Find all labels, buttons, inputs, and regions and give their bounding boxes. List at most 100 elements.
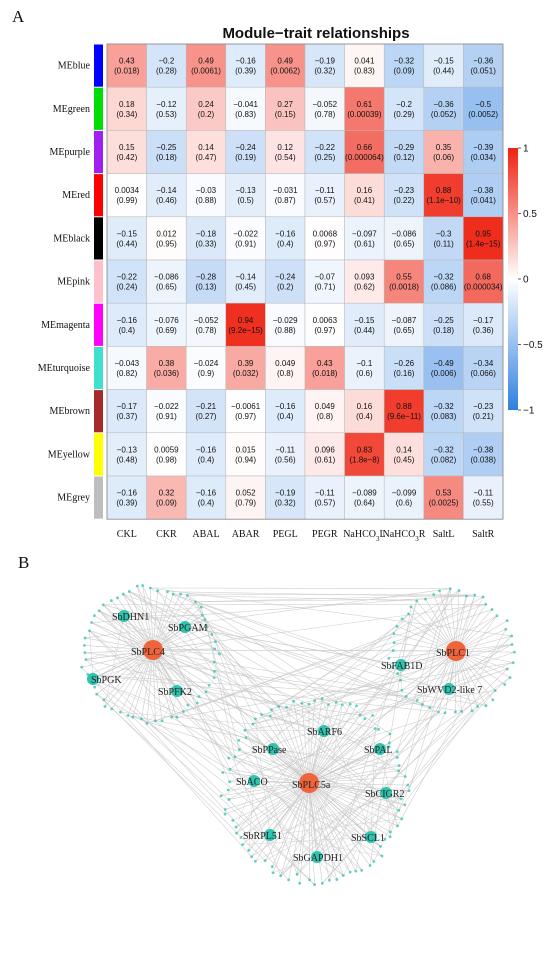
cell-pvalue: (0.000064) [345,153,384,162]
panel-b-label: B [18,553,29,572]
network-minor-node [387,745,391,749]
network-edge [94,615,154,651]
network-edge [96,649,154,695]
cell-correlation: 0.35 [436,143,452,152]
cell-pvalue: (0.71) [314,283,335,292]
cell-pvalue: (0.083) [431,412,457,421]
cell-correlation: −0.086 [392,229,417,238]
network-minor-node [437,710,440,714]
network-minor-node [313,699,317,703]
network-minor-node [395,624,399,628]
network-minor-node [241,843,244,847]
network-edge [89,630,178,692]
network-minor-node [473,593,477,597]
network-minor-node [348,702,352,706]
cell-correlation: −0.16 [196,489,217,498]
heatmap-cell [146,346,187,390]
cell-correlation: −0.052 [194,316,219,325]
heatmap-cell [383,259,425,304]
network-edge [261,714,310,784]
network-minor-node [90,621,93,624]
network-minor-node [170,715,174,719]
cell-pvalue: (1.8e−8) [349,455,379,464]
cell-correlation: 0.61 [357,100,373,109]
network-edge [195,598,426,603]
network-minor-node [400,817,404,821]
network-minor-node [121,592,125,596]
network-edge [448,635,512,690]
heatmap-cell [344,302,385,347]
network-minor-node [263,859,267,863]
network-edge [280,635,512,876]
cell-pvalue: (0.22) [394,196,415,205]
cell-pvalue: (0.94) [235,455,256,464]
network-minor-node [510,643,514,646]
network-minor-node [403,803,407,807]
network-minor-node [251,722,255,726]
network-minor-node [166,590,169,594]
network-minor-node [199,605,203,609]
module-color-swatch [94,260,103,303]
network-minor-node [83,636,87,640]
color-scale-gradient [508,148,518,410]
cell-pvalue: (0.61) [314,455,335,464]
row-label: MEpurple [49,147,90,158]
network-edges [81,585,515,885]
cell-pvalue: (0.79) [235,499,256,508]
heatmap-cell [383,43,425,88]
network-edge [269,715,310,784]
network-edge [236,782,310,834]
cell-pvalue: (0.0018) [389,283,419,292]
cell-correlation: −0.18 [196,229,217,238]
cell-correlation: −0.24 [235,143,256,152]
network-edge [132,649,154,718]
cell-pvalue: (0.42) [116,153,137,162]
cell-correlation: −0.32 [433,402,454,411]
network-minor-node [508,676,512,679]
cell-pvalue: (0.25) [314,153,335,162]
row-label: MEgreen [53,104,90,115]
network-labeled-nodes: SbDHN1 SbPGAM SbPGK SbPFK2 SbFAB1D SbWVD2-lik… [87,610,482,864]
column-label: NaHCO3R [383,529,426,543]
network-minor-node [396,824,399,828]
network-minor-node [404,695,408,698]
network-edge [379,748,398,826]
network-edge [222,772,310,784]
network-minor-node [397,764,401,767]
network-minor-node [398,678,402,682]
heatmap-cell [106,130,147,174]
network-edge [244,729,325,732]
network-minor-node [228,767,232,771]
network-edge [152,649,215,663]
heatmap-cell [423,173,464,218]
network-minor-node [127,590,131,593]
network-minor-node [102,698,106,702]
network-minor-node [460,709,464,713]
network-edge [150,587,337,703]
network-minor-node [233,755,237,759]
network-edge [129,591,329,705]
heatmap-cell [463,43,504,88]
cell-pvalue: (0.018) [114,67,140,76]
network-edge [455,650,473,711]
network-edge [308,782,398,827]
network-edge [104,615,125,707]
network-minor-node [93,685,97,689]
cell-pvalue: (0.11) [433,239,454,248]
network-edge [296,668,508,875]
network-edge [280,782,310,876]
heatmap-cell [304,259,345,304]
network-minor-node [171,592,175,596]
network-minor-node [116,596,119,600]
network-minor-node [432,593,436,596]
network-edge [84,645,154,651]
cell-correlation: −0.17 [473,316,494,325]
heatmap-cell [423,130,464,174]
network-edge [120,649,154,713]
network-edge [152,649,200,697]
cell-correlation: −0.1 [357,359,373,368]
network-edge [187,704,402,820]
network-edge [127,715,405,806]
cell-pvalue: (0.8) [277,369,294,378]
heatmap-cell [423,86,464,131]
